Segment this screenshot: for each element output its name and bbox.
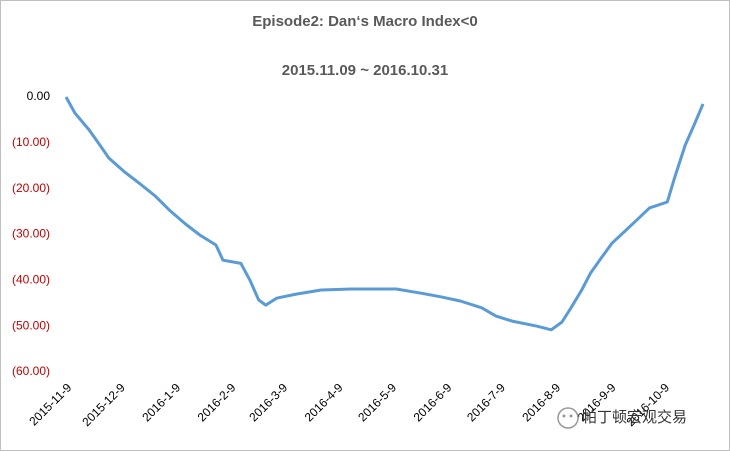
watermark: 帕丁顿宏观交易 (582, 408, 687, 426)
y-tick-label: (50.00) (12, 318, 50, 332)
chart-subtitle: 2015.11.09 ~ 2016.10.31 (282, 62, 448, 79)
watermark-icon (557, 407, 579, 429)
y-tick-label: 0.00 (27, 89, 51, 103)
y-tick-label: (10.00) (12, 135, 50, 149)
y-tick-label: (40.00) (12, 273, 50, 287)
chart-title: Episode2: Dan‘s Macro Index<0 (252, 13, 478, 30)
y-tick-label: (20.00) (12, 181, 50, 195)
data-line (64, 96, 705, 332)
y-tick-label: (60.00) (12, 364, 50, 378)
y-tick-label: (30.00) (12, 227, 50, 241)
